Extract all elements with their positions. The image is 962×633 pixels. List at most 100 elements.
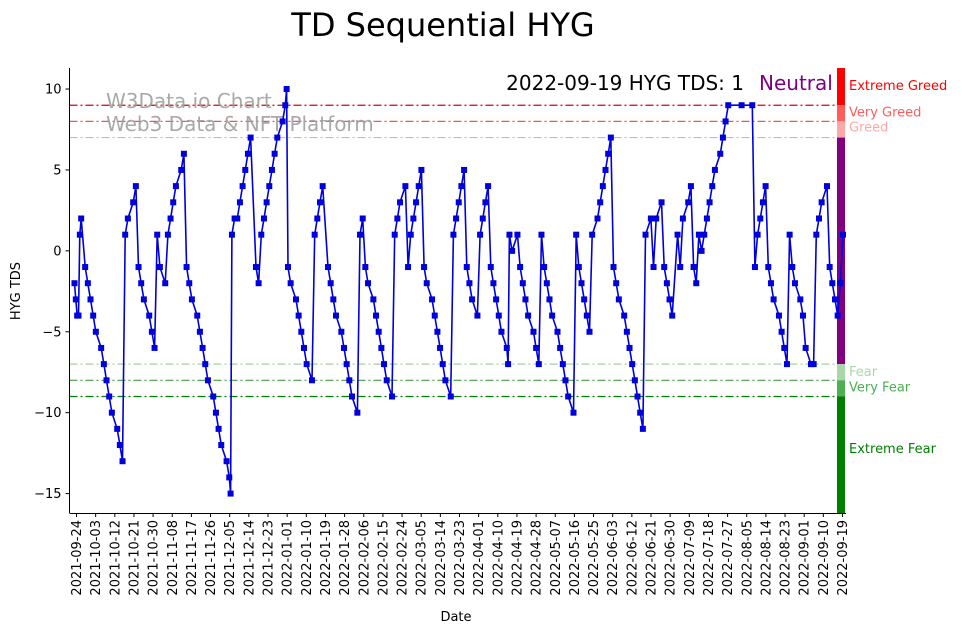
data-point (578, 280, 585, 287)
data-point (292, 296, 299, 303)
data-point (244, 150, 251, 157)
data-point (543, 280, 550, 287)
x-tick-label: 2021-12-05 (223, 520, 238, 596)
data-point (76, 231, 83, 238)
data-point (751, 264, 758, 271)
y-tick-label: −15 (34, 487, 61, 502)
data-point (431, 312, 438, 319)
data-point (562, 377, 569, 384)
data-point (711, 166, 718, 173)
data-point (706, 199, 713, 206)
data-point (815, 215, 822, 222)
data-point (565, 393, 572, 400)
watermark-line-1: W3Data.io Chart (106, 89, 272, 113)
data-point (786, 231, 793, 238)
data-point (514, 231, 521, 238)
data-point (162, 280, 169, 287)
data-point (227, 490, 234, 497)
data-point (829, 280, 836, 287)
data-point (394, 215, 401, 222)
data-point (546, 296, 553, 303)
data-point (87, 296, 94, 303)
data-point (130, 199, 137, 206)
x-tick-label: 2022-04-10 (491, 520, 506, 596)
data-point (378, 344, 385, 351)
x-tick-label: 2022-09-10 (817, 520, 832, 596)
data-point (90, 312, 97, 319)
data-point (575, 264, 582, 271)
data-point (148, 328, 155, 335)
data-point (581, 296, 588, 303)
data-point (469, 296, 476, 303)
x-tick-label: 2022-03-05 (415, 520, 430, 596)
data-point (82, 264, 89, 271)
x-tick-label: 2021-10-30 (147, 520, 162, 596)
x-tick-label: 2021-11-17 (185, 520, 200, 596)
data-point (357, 231, 364, 238)
data-point (210, 393, 217, 400)
x-tick-label: 2022-02-15 (376, 520, 391, 596)
data-point (373, 312, 380, 319)
data-point (434, 328, 441, 335)
x-tick-label: 2021-10-03 (89, 520, 104, 596)
data-point (738, 102, 745, 109)
data-point (557, 344, 564, 351)
data-point (599, 183, 606, 190)
data-point (167, 215, 174, 222)
data-point (538, 231, 545, 238)
data-point (461, 166, 468, 173)
x-ticks: 2021-09-24 2021-10-03 2021-10-12 2021-10-21… (70, 513, 851, 596)
data-point (178, 166, 185, 173)
data-point (487, 264, 494, 271)
data-point (389, 393, 396, 400)
data-point (212, 409, 219, 416)
data-point (327, 280, 334, 287)
data-point (463, 264, 470, 271)
data-point (495, 312, 502, 319)
data-point (687, 183, 694, 190)
data-point (759, 199, 766, 206)
data-point (266, 183, 273, 190)
data-point (381, 361, 388, 368)
data-point (690, 264, 697, 271)
zone-label: Extreme Greed (849, 79, 947, 94)
x-tick-label: 2021-10-21 (127, 520, 142, 596)
x-tick-label: 2022-07-18 (702, 520, 717, 596)
watermark: W3Data.io Chart Web3 Data & NFT Platform (106, 89, 374, 136)
x-tick-label: 2021-11-08 (166, 520, 181, 596)
data-point (242, 166, 249, 173)
data-point (354, 409, 361, 416)
data-point (418, 166, 425, 173)
data-point (458, 183, 465, 190)
y-tick-label: 10 (45, 83, 62, 98)
x-tick-label: 2022-06-03 (606, 520, 621, 596)
data-point (573, 231, 580, 238)
data-point (781, 344, 788, 351)
data-point (405, 264, 412, 271)
data-point (415, 183, 422, 190)
data-point (228, 231, 235, 238)
data-point (397, 199, 404, 206)
y-ticks: 10 5 0 −5 −10 −15 (34, 83, 70, 502)
data-point (236, 199, 243, 206)
data-point (693, 280, 700, 287)
x-tick-label: 2022-05-16 (568, 520, 583, 596)
data-point (116, 442, 123, 449)
x-tick-label: 2022-09-19 (836, 520, 851, 596)
data-point (287, 280, 294, 287)
x-tick-label: 2022-08-14 (759, 520, 774, 596)
data-point (802, 344, 809, 351)
data-point (837, 280, 844, 287)
data-point (154, 231, 161, 238)
data-point (757, 215, 764, 222)
zone-bar-segment (837, 380, 845, 397)
data-point (188, 296, 195, 303)
data-point (283, 86, 290, 93)
data-point (423, 280, 430, 287)
data-point (300, 344, 307, 351)
data-point (594, 215, 601, 222)
data-point (831, 296, 838, 303)
data-point (541, 264, 548, 271)
data-point (346, 377, 353, 384)
data-point (183, 264, 190, 271)
